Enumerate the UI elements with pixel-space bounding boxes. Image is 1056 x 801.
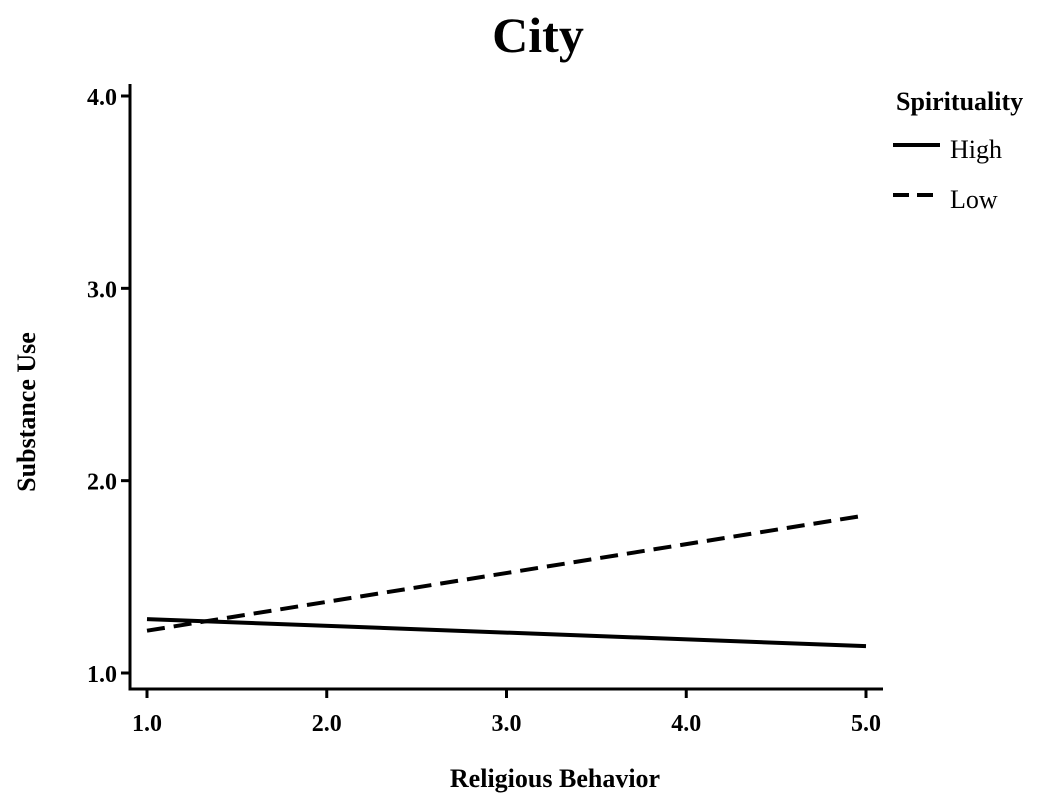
y-tick-label: 4.0 [87, 85, 117, 111]
y-tick-label: 2.0 [87, 470, 117, 496]
legend-items: High Low [893, 135, 1002, 214]
series-line-high [146, 617, 867, 649]
x-tick-label: 3.0 [492, 711, 522, 737]
legend-title: Spirituality [896, 87, 1023, 116]
series-line-low [146, 513, 867, 633]
legend-label-high: High [950, 135, 1002, 164]
x-tick-label: 4.0 [671, 711, 701, 737]
x-axis-label: Religious Behavior [450, 764, 660, 793]
y-tick-label: 3.0 [87, 277, 117, 303]
y-ticks: 1.0 2.0 3.0 4.0 [87, 85, 130, 688]
x-ticks: 1.0 2.0 3.0 4.0 5.0 [132, 689, 881, 737]
x-tick-label: 1.0 [132, 711, 162, 737]
legend: Spirituality High Low [893, 87, 1023, 214]
y-axis-label: Substance Use [12, 332, 41, 492]
legend-label-low: Low [950, 185, 998, 214]
chart-title: City [492, 7, 584, 63]
y-tick-label: 1.0 [87, 662, 117, 688]
series-lines [146, 513, 867, 649]
x-tick-label: 5.0 [851, 711, 881, 737]
x-tick-label: 2.0 [312, 711, 342, 737]
